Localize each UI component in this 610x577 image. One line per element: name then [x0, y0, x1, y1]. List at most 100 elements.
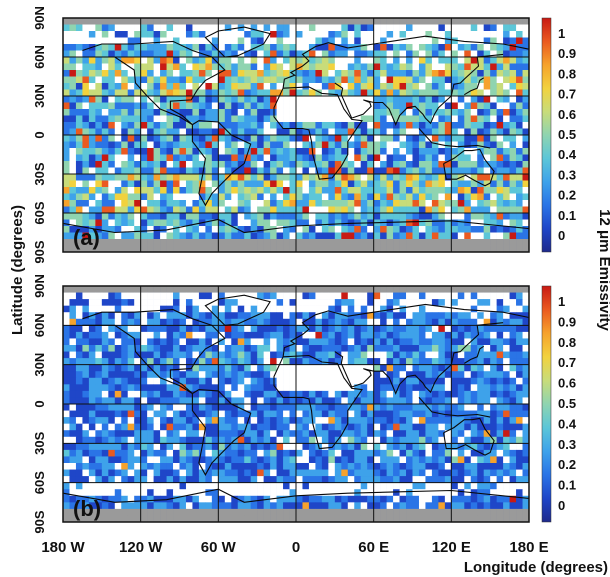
heatmap-cell: [418, 226, 426, 233]
heatmap-cell: [224, 377, 232, 385]
heatmap-cell: [490, 89, 497, 97]
heatmap-cell: [438, 325, 446, 333]
heatmap-cell: [270, 128, 277, 136]
heatmap-cell: [192, 174, 200, 181]
heatmap-cell: [82, 50, 90, 58]
heatmap-cell: [140, 371, 148, 379]
heatmap-cell: [321, 489, 329, 497]
heatmap-cell: [418, 417, 426, 424]
heatmap-cell: [192, 377, 200, 385]
heatmap-cell: [522, 384, 530, 392]
heatmap-cell: [88, 141, 96, 149]
heatmap-cell: [244, 193, 251, 201]
heatmap-cell: [477, 115, 484, 123]
heatmap-cell: [412, 180, 420, 188]
heatmap-cell: [457, 148, 465, 155]
heatmap-cell: [134, 456, 141, 464]
heatmap-cell: [205, 24, 213, 32]
heatmap-cell: [211, 63, 219, 71]
heatmap-cell: [173, 371, 180, 379]
heatmap-cell: [503, 89, 510, 97]
heatmap-cell: [503, 50, 510, 58]
heatmap-cell: [211, 430, 219, 438]
heatmap-cell: [367, 377, 374, 385]
heatmap-cell: [296, 57, 303, 64]
heatmap-cell: [95, 31, 103, 38]
heatmap-cell: [63, 436, 70, 444]
heatmap-cell: [270, 469, 277, 477]
heatmap-cell: [503, 351, 510, 359]
heatmap-cell: [496, 286, 504, 293]
heatmap-cell: [237, 463, 245, 470]
heatmap-cell: [425, 377, 433, 385]
heatmap-cell: [250, 76, 258, 84]
heatmap-cell: [315, 312, 323, 320]
heatmap-cell: [166, 167, 174, 175]
heatmap-cell: [244, 115, 251, 123]
heatmap-cell: [205, 423, 213, 431]
heatmap-cell: [341, 206, 349, 214]
heatmap-cell: [192, 148, 200, 155]
heatmap-cell: [451, 489, 459, 497]
heatmap-cell: [147, 292, 154, 300]
heatmap-cell: [289, 245, 297, 253]
heatmap-cell: [490, 305, 497, 313]
heatmap-cell: [211, 345, 219, 352]
heatmap-cell: [509, 423, 517, 431]
heatmap-cell: [386, 31, 394, 38]
heatmap-cell: [140, 180, 148, 188]
heatmap-cell: [270, 384, 277, 392]
heatmap-cell: [296, 239, 303, 246]
heatmap-cell: [166, 476, 174, 483]
heatmap-cell: [211, 115, 219, 123]
heatmap-cell: [95, 325, 103, 333]
heatmap-cell: [386, 37, 394, 45]
heatmap-cell: [328, 89, 336, 97]
heatmap-cell: [444, 128, 452, 136]
heatmap-cell: [108, 180, 116, 188]
heatmap-cell: [418, 37, 426, 45]
heatmap-cell: [160, 57, 167, 64]
heatmap-cell: [315, 193, 323, 201]
heatmap-cell: [263, 154, 271, 162]
heatmap-cell: [341, 18, 349, 25]
heatmap-cell: [386, 469, 394, 477]
heatmap-cell: [160, 239, 167, 246]
heatmap-cell: [296, 226, 303, 233]
heatmap-cell: [490, 187, 497, 194]
heatmap-cell: [134, 128, 141, 136]
heatmap-cell: [425, 193, 433, 201]
heatmap-cell: [127, 286, 135, 293]
heatmap-cell: [75, 187, 83, 194]
heatmap-cell: [153, 109, 161, 116]
heatmap-cell: [283, 213, 290, 220]
heatmap-cell: [192, 371, 200, 379]
heatmap-cell: [367, 206, 374, 214]
heatmap-cell: [315, 364, 323, 372]
heatmap-cell: [412, 449, 420, 457]
heatmap-cell: [185, 371, 193, 379]
heatmap-cell: [296, 154, 303, 162]
heatmap-cell: [386, 135, 394, 142]
heatmap-cell: [418, 200, 426, 207]
heatmap-cell: [63, 325, 70, 333]
heatmap-cell: [522, 430, 530, 438]
heatmap-cell: [341, 96, 349, 103]
heatmap-cell: [386, 76, 394, 84]
heatmap-cell: [289, 364, 297, 372]
heatmap-cell: [185, 364, 193, 372]
heatmap-cell: [373, 50, 381, 58]
heatmap-cell: [211, 397, 219, 405]
heatmap-cell: [470, 384, 478, 392]
heatmap-cell: [69, 489, 77, 497]
heatmap-cell: [166, 187, 174, 194]
heatmap-cell: [444, 417, 452, 424]
heatmap-cell: [503, 305, 510, 313]
heatmap-cell: [134, 482, 141, 490]
heatmap-cell: [263, 141, 271, 149]
heatmap-cell: [341, 390, 349, 398]
heatmap-cell: [386, 371, 394, 379]
heatmap-cell: [140, 351, 148, 359]
heatmap-cell: [328, 76, 336, 84]
heatmap-cell: [315, 96, 323, 103]
